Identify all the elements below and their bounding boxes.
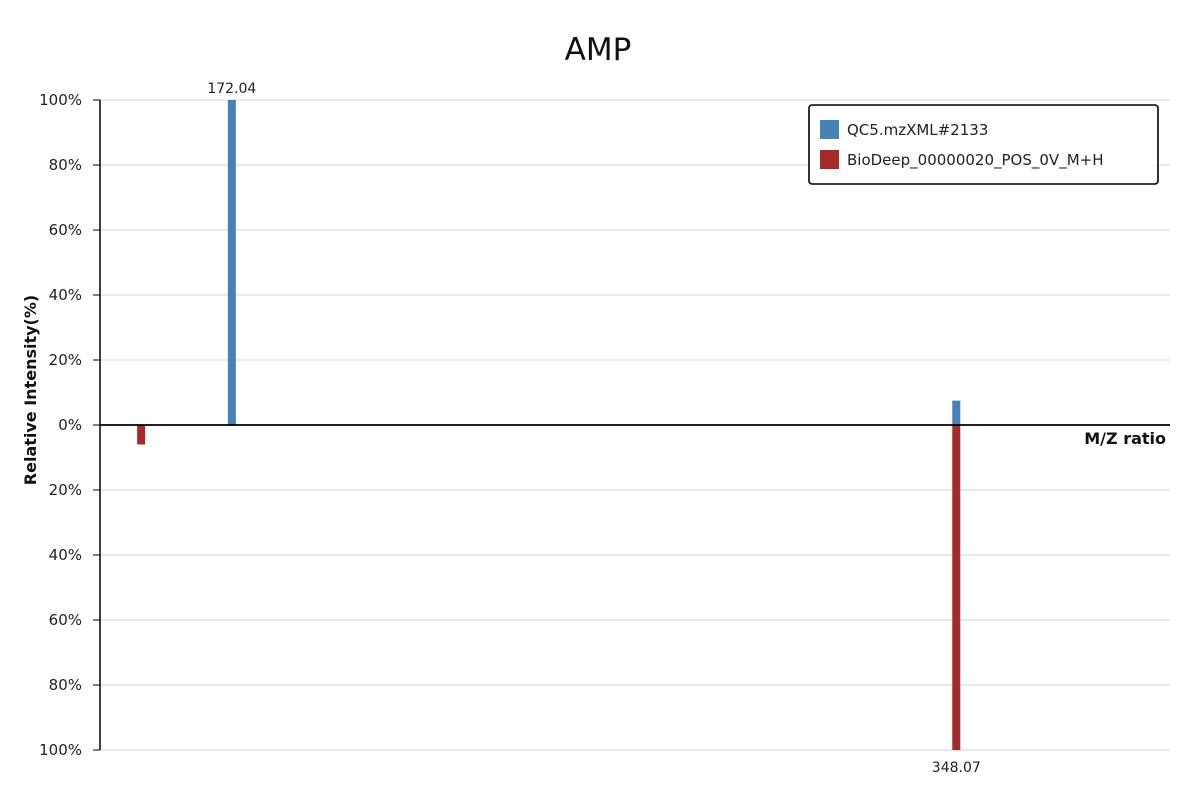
y-tick-label: 60% [49, 221, 82, 239]
legend-label-series-1: QC5.mzXML#2133 [847, 121, 988, 139]
y-axis-title: Relative Intensity(%) [21, 295, 40, 485]
peak-labels: 172.04 348.07 [207, 81, 980, 776]
y-axis-ticks: 100% 80% 60% 40% 20% 0% 20% 40% 60% 80% 100% [39, 91, 100, 759]
y-tick-label: 100% [39, 741, 82, 759]
legend-box [808, 104, 1159, 185]
chart-title: AMP [565, 32, 632, 68]
legend: QC5.mzXML#2133 BioDeep_00000020_POS_0V_M… [808, 104, 1159, 185]
y-tick-label: 0% [58, 416, 82, 434]
legend-swatch-series-1 [820, 120, 839, 139]
peak-bar-series-1 [952, 400, 961, 425]
y-tick-label: 40% [49, 286, 82, 304]
legend-swatch-series-2 [820, 150, 839, 169]
peak-bars [137, 100, 961, 750]
peak-bar-series-2 [137, 425, 146, 445]
y-tick-label: 80% [49, 156, 82, 174]
peak-label: 348.07 [932, 760, 981, 776]
grid-lines [100, 99, 1170, 751]
y-tick-label: 40% [49, 546, 82, 564]
y-tick-label: 20% [49, 351, 82, 369]
peak-label: 172.04 [207, 81, 256, 97]
peak-bar-series-2 [952, 425, 961, 750]
peak-bar-series-1 [227, 100, 236, 425]
y-tick-label: 60% [49, 611, 82, 629]
y-tick-label: 20% [49, 481, 82, 499]
y-tick-label: 100% [39, 91, 82, 109]
x-axis-title: M/Z ratio [1084, 429, 1166, 448]
y-tick-label: 80% [49, 676, 82, 694]
legend-label-series-2: BioDeep_00000020_POS_0V_M+H [847, 151, 1103, 170]
